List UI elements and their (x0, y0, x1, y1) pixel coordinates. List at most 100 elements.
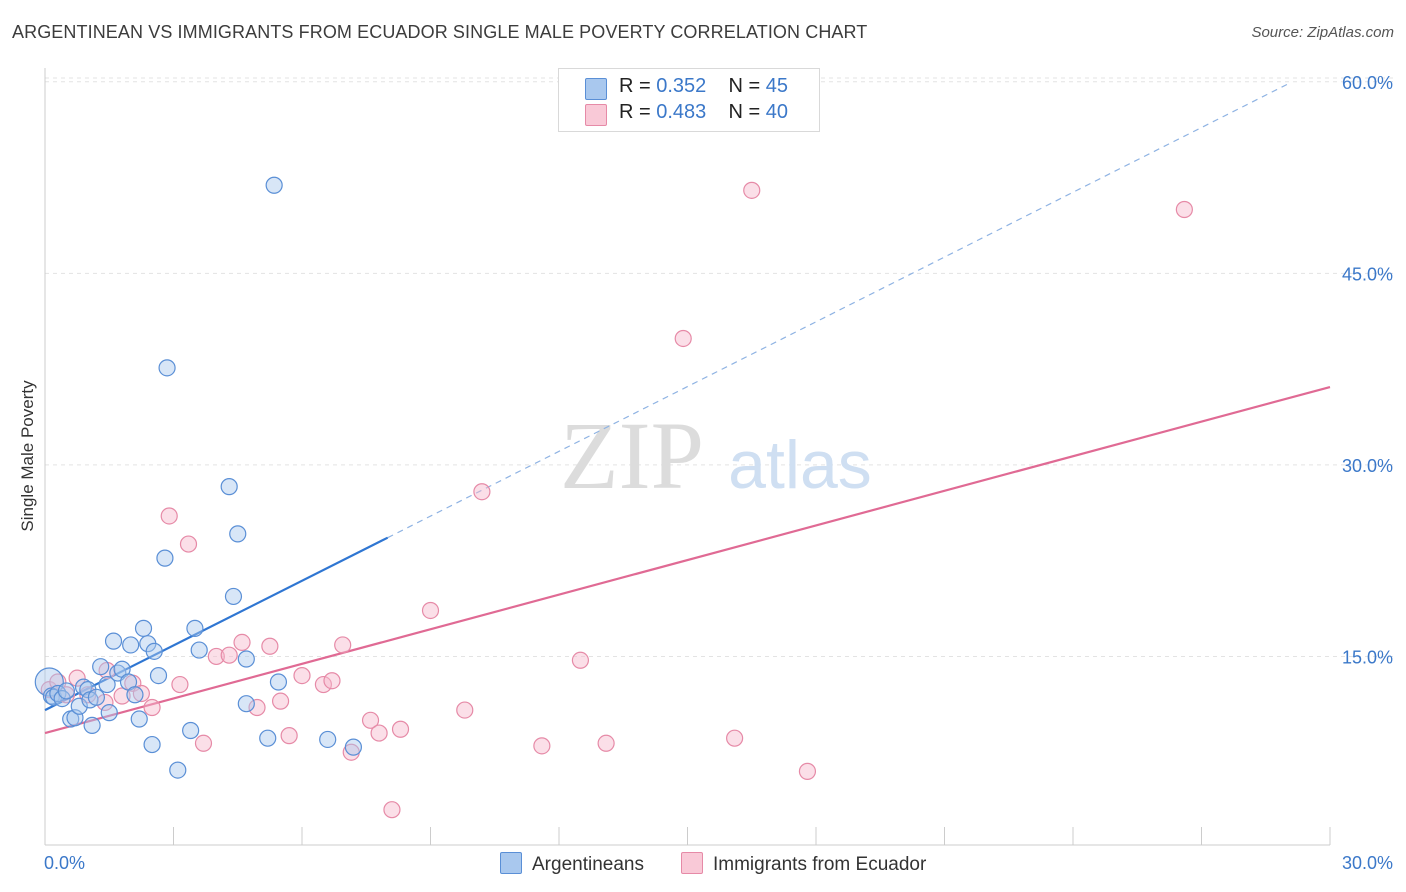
ecuador-point (113, 687, 131, 705)
argentinean-point (149, 667, 168, 685)
argentinean-point (169, 761, 187, 779)
ecuador-point (248, 698, 266, 717)
ecuador-point (143, 698, 161, 717)
ecuador-point (456, 701, 474, 719)
argentinean-point (182, 721, 200, 740)
argentinean-point (190, 641, 208, 659)
ecuador-point (207, 647, 225, 666)
ecuador-point (194, 734, 213, 752)
ecuador-point (597, 734, 615, 752)
legend-n-label: N = (728, 101, 761, 123)
ecuador-point (726, 729, 744, 747)
y-tick-label: 45.0% (1342, 264, 1393, 284)
ecuador-point (743, 181, 761, 199)
x-tick-label: 0.0% (44, 853, 85, 873)
legend-n-label: N = (728, 75, 761, 97)
argentinean-point (143, 735, 161, 754)
ecuador-point (160, 507, 178, 525)
stats-legend: R = 0.352 N = 45 R = 0.483 N = 40 (558, 68, 820, 132)
ecuador-point (334, 636, 352, 654)
x-tick-label: 30.0% (1342, 853, 1393, 873)
argentinean-point (130, 710, 148, 728)
trend-line-ecuador (44, 385, 1331, 735)
argentinean-point (100, 704, 118, 722)
legend-n-value: 45 (765, 75, 789, 97)
ecuador-point (179, 535, 198, 553)
watermark-atlas: atlas (728, 427, 872, 503)
y-tick-label: 30.0% (1342, 456, 1393, 476)
ecuador-point (361, 711, 380, 729)
bottom-legend-swatch-blue (500, 852, 522, 874)
ecuador-point (293, 667, 311, 685)
argentinean-point (344, 738, 362, 756)
argentinean-point (57, 682, 76, 700)
legend-n-value: 40 (765, 101, 789, 123)
legend-r-label: R = (619, 101, 651, 123)
legend-r-label: R = (619, 75, 651, 97)
ecuador-point (421, 601, 440, 620)
chart-title: ARGENTINEAN VS IMMIGRANTS FROM ECUADOR S… (12, 22, 868, 42)
ecuador-point (533, 737, 551, 755)
argentinean-point (98, 675, 116, 694)
gridlines (45, 77, 1394, 657)
argentinean-point (156, 549, 174, 567)
tick-labels: 15.0% 30.0% 45.0% 60.0% 0.0% 30.0% (44, 73, 1393, 873)
ecuador-point (1175, 200, 1193, 219)
argentinean-point (229, 525, 247, 543)
ecuador-point (271, 692, 290, 710)
argentinean-point (237, 650, 255, 668)
argentinean-point (87, 688, 106, 706)
ecuador-point (280, 727, 298, 745)
ecuador-point (798, 762, 817, 780)
argentinean-point (158, 359, 176, 377)
argentinean-point (104, 632, 123, 650)
legend-r-value: 0.352 (656, 75, 707, 97)
bottom-legend-ecuador: Immigrants from Ecuador (681, 852, 926, 876)
ecuador-point (370, 724, 388, 742)
argentinean-point (237, 695, 255, 713)
legend-swatch-pink (585, 104, 607, 126)
argentinean-point (126, 686, 144, 704)
trend-line-argentineans-extrapolated (387, 83, 1288, 539)
legend-swatch-blue (585, 78, 607, 100)
source-label: Source: ZipAtlas.com (1251, 24, 1394, 41)
argentinean-point (186, 619, 204, 637)
argentinean-point (134, 619, 153, 637)
argentinean-point (224, 587, 243, 606)
ecuador-point (220, 646, 238, 664)
argentinean-point (92, 658, 110, 676)
y-axis-label: Single Male Poverty (18, 380, 37, 532)
ecuador-point (674, 329, 692, 348)
argentinean-point (220, 478, 238, 496)
bottom-legend-label: Immigrants from Ecuador (713, 854, 927, 875)
watermark: ZIP atlas (560, 402, 872, 509)
trend-line-argentineans (44, 536, 389, 712)
argentinean-point (83, 716, 101, 735)
trend-lines (44, 83, 1331, 735)
ecuador-point (132, 684, 150, 703)
argentinean-point (122, 636, 140, 654)
legend-r-value: 0.483 (656, 101, 707, 123)
ecuador-point (233, 633, 251, 652)
y-tick-label: 60.0% (1342, 73, 1393, 93)
argentinean-point (259, 729, 277, 747)
axes (44, 68, 1331, 846)
bottom-legend-label: Argentineans (532, 854, 644, 875)
ecuador-point (571, 651, 590, 669)
ecuador-point (171, 675, 189, 694)
argentinean-point (269, 673, 288, 691)
ecuador-point (391, 720, 410, 738)
ecuador-point (68, 669, 86, 687)
argentinean-point (70, 697, 88, 715)
ecuador-point (473, 483, 491, 501)
watermark-zip: ZIP (560, 402, 704, 509)
ecuador-point (261, 637, 279, 655)
y-tick-label: 15.0% (1342, 647, 1393, 667)
ecuador-point (323, 672, 341, 690)
argentinean-point (319, 730, 337, 749)
argentinean-point (265, 176, 283, 194)
argentinean-point (145, 642, 163, 660)
bottom-legend-swatch-pink (681, 852, 703, 874)
ecuador-point (314, 675, 333, 694)
